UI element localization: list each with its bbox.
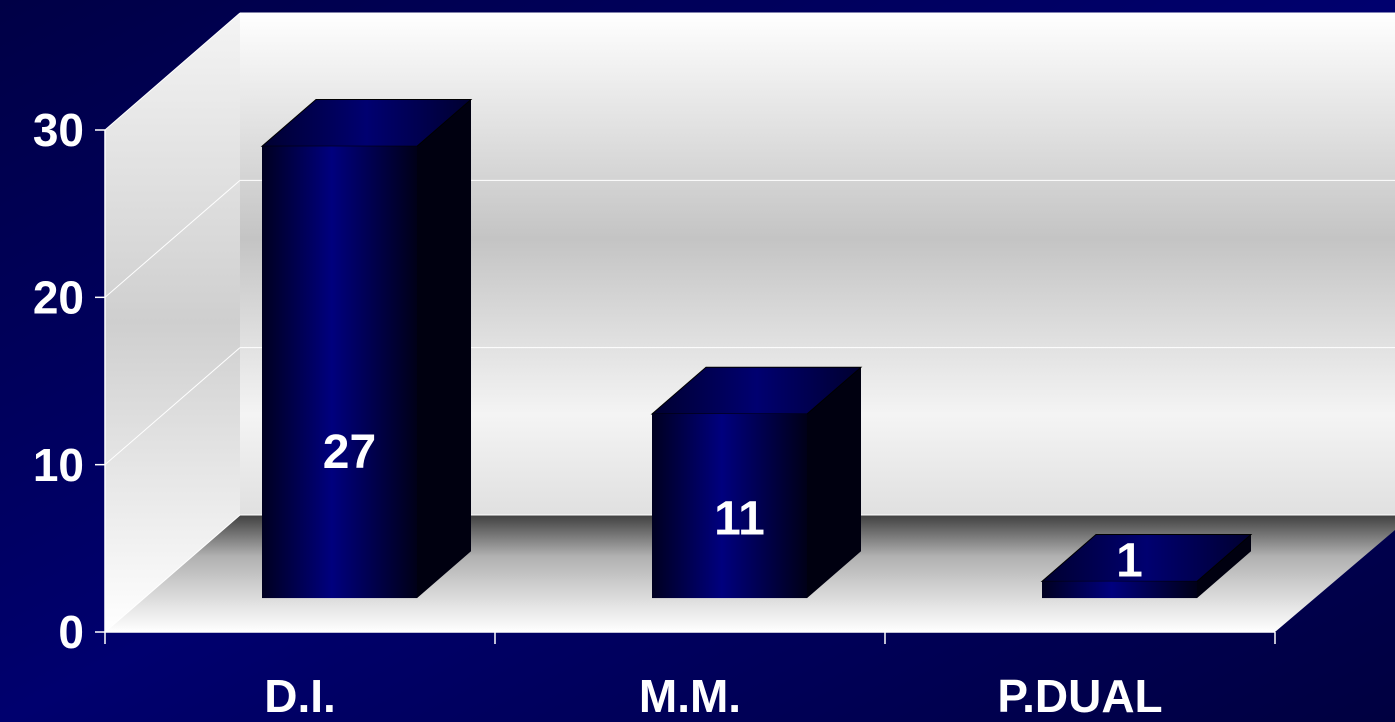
y-tick-label: 20 [33, 271, 84, 323]
y-tick-label: 0 [58, 606, 84, 658]
x-tick-label: P.DUAL [997, 670, 1162, 722]
bar [262, 146, 417, 599]
data-label: 27 [323, 426, 376, 479]
x-tick-label: D.I. [264, 670, 336, 722]
y-tick-label: 30 [33, 104, 84, 156]
grid-line [104, 347, 241, 466]
bar [652, 414, 807, 599]
x-tick-label: M.M. [639, 670, 741, 722]
bar [1042, 581, 1197, 599]
bar-side [807, 367, 861, 599]
bar-side [417, 99, 471, 599]
data-label: 11 [714, 493, 765, 546]
grid-line [104, 12, 241, 131]
grid-line [104, 514, 241, 633]
side-wall [105, 13, 240, 632]
grid-line [104, 179, 241, 298]
bar-side [1197, 534, 1251, 599]
data-label: 1 [1116, 535, 1143, 588]
y-tick-label: 10 [33, 439, 84, 491]
